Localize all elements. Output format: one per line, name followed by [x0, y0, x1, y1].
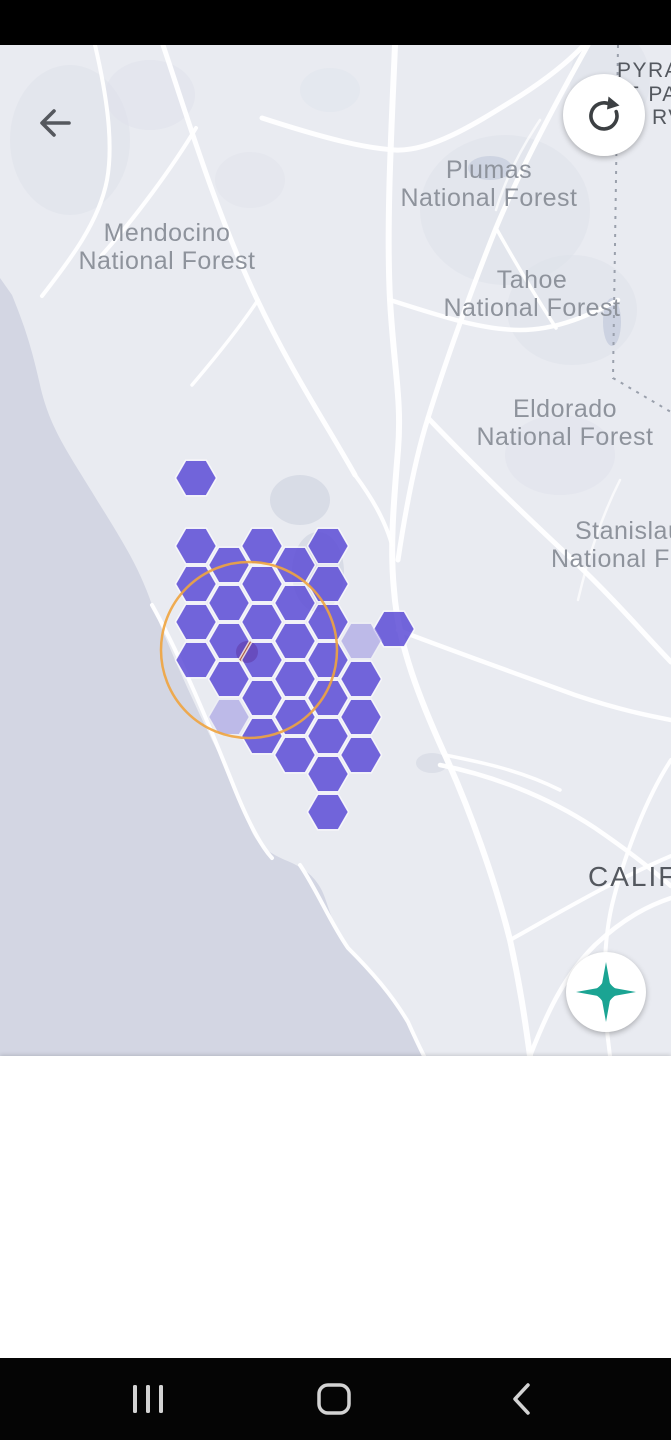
map-road — [150, 603, 274, 860]
map-road — [100, 126, 198, 257]
felt-report-hexagon — [240, 603, 284, 641]
map-ocean — [0, 278, 423, 1056]
map-road — [395, 627, 671, 723]
home-button[interactable] — [274, 1358, 394, 1440]
back-nav-button[interactable] — [462, 1358, 582, 1440]
map-label: RVA — [652, 106, 671, 129]
map-road — [190, 298, 260, 387]
refresh-button[interactable] — [563, 74, 645, 156]
terrain-patch — [270, 475, 330, 525]
map-label: National Forest — [78, 247, 255, 275]
terrain-patch — [505, 415, 615, 495]
felt-report-hexagon — [174, 641, 218, 679]
felt-report-hexagon — [240, 527, 284, 565]
recents-icon — [133, 1385, 163, 1413]
felt-report-hexagon — [306, 755, 350, 793]
felt-report-hexagon — [306, 527, 350, 565]
terrain-patch — [215, 152, 285, 208]
felt-report-hexagon — [207, 622, 251, 660]
map-label: Stanislau — [575, 517, 671, 545]
felt-report-hexagon — [273, 698, 317, 736]
map-label: National Forest — [443, 294, 620, 322]
map-label: Tahoe — [497, 266, 568, 294]
map-road — [527, 895, 671, 1056]
map-label: Eldorado — [513, 395, 617, 423]
felt-report-hexagon — [306, 793, 350, 831]
status-bar — [0, 0, 671, 45]
felt-report-hexagon — [207, 660, 251, 698]
map-label: National Forest — [476, 423, 653, 451]
back-chevron-icon — [513, 1383, 530, 1415]
felt-report-hexagon — [174, 459, 218, 497]
compass-button[interactable] — [566, 952, 646, 1032]
map-road — [395, 45, 591, 563]
terrain-patch — [468, 156, 512, 180]
felt-report-hexagon — [240, 641, 284, 679]
map-label: Plumas — [446, 156, 532, 184]
map-road — [353, 473, 394, 547]
state-border-dashed — [611, 45, 671, 413]
map-label: Mendocino — [104, 219, 231, 247]
map-road — [425, 415, 671, 665]
felt-report-hexagon — [306, 641, 350, 679]
map-road — [160, 45, 358, 478]
terrain-patch — [603, 298, 621, 346]
map-road — [40, 45, 112, 298]
compass-star-icon — [576, 962, 636, 1022]
felt-report-hexagon-light — [207, 698, 251, 736]
back-button[interactable] — [30, 98, 80, 148]
felt-report-hexagon — [174, 565, 218, 603]
map-road — [494, 118, 542, 212]
felt-report-hexagon — [306, 565, 350, 603]
felt-report-hexagon — [207, 584, 251, 622]
map-road — [494, 226, 558, 330]
felt-report-hexagon — [273, 584, 317, 622]
felt-report-hexagon — [306, 717, 350, 755]
terrain-patch — [416, 753, 448, 773]
map-label: PYRAM — [617, 59, 671, 82]
earthquake-detail-card: 3.7 Millbrae, CA 6 days ago, 6:38 PM 30 … — [0, 1056, 671, 1358]
felt-report-hexagon — [240, 565, 284, 603]
felt-report-hexagon — [339, 736, 383, 774]
map-label: CALIFO — [588, 861, 671, 892]
terrain-patch — [10, 65, 130, 215]
felt-report-hexagon — [174, 603, 218, 641]
map-road — [387, 297, 621, 333]
android-nav-bar — [0, 1358, 671, 1440]
map-road — [385, 45, 533, 1056]
map-road — [437, 762, 671, 889]
map-road — [508, 854, 671, 942]
recents-button[interactable] — [88, 1358, 208, 1440]
terrain-patch — [300, 68, 360, 112]
back-arrow-icon — [40, 109, 71, 137]
map-label: National Forest — [400, 184, 577, 212]
map-road — [298, 863, 426, 1056]
terrain-patch — [507, 255, 637, 365]
refresh-icon — [589, 96, 620, 131]
epicenter-distance-ring — [159, 560, 339, 740]
map-road — [259, 45, 587, 153]
felt-report-hexagon — [273, 736, 317, 774]
felt-report-hexagon — [372, 610, 416, 648]
felt-report-hexagon — [240, 679, 284, 717]
map-road — [576, 478, 622, 602]
felt-report-hexagon — [273, 622, 317, 660]
felt-report-hexagon — [339, 660, 383, 698]
felt-report-hexagon — [339, 698, 383, 736]
home-icon — [317, 1383, 351, 1415]
felt-report-hexagon-light — [339, 622, 383, 660]
felt-report-hexagon — [174, 527, 218, 565]
map-road — [443, 753, 562, 792]
felt-report-hexagon — [273, 546, 317, 584]
felt-report-hexagon — [306, 603, 350, 641]
map-view[interactable]: Mendocino National Forest Plumas National F… — [0, 45, 671, 1056]
map-label: National Fo — [551, 545, 671, 573]
felt-report-hexagon — [273, 660, 317, 698]
